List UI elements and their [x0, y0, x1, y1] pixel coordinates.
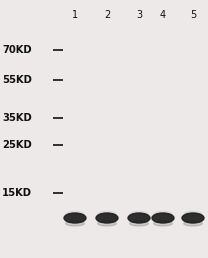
- Ellipse shape: [130, 221, 148, 226]
- Text: 55KD: 55KD: [2, 75, 32, 85]
- Text: 3: 3: [136, 10, 142, 20]
- Ellipse shape: [98, 211, 116, 216]
- Ellipse shape: [154, 211, 172, 216]
- Ellipse shape: [182, 213, 204, 223]
- Ellipse shape: [184, 211, 202, 216]
- Text: 2: 2: [104, 10, 110, 20]
- Ellipse shape: [128, 213, 150, 223]
- Ellipse shape: [64, 213, 86, 223]
- Text: 1: 1: [72, 10, 78, 20]
- Text: 70KD: 70KD: [2, 45, 32, 55]
- Text: 5: 5: [190, 10, 196, 20]
- Ellipse shape: [66, 211, 84, 216]
- Ellipse shape: [66, 221, 84, 226]
- Text: 4: 4: [160, 10, 166, 20]
- Ellipse shape: [98, 221, 116, 226]
- Text: 35KD: 35KD: [2, 113, 32, 123]
- Text: 15KD: 15KD: [2, 188, 32, 198]
- Text: 25KD: 25KD: [2, 140, 32, 150]
- Ellipse shape: [154, 221, 172, 226]
- Ellipse shape: [96, 213, 118, 223]
- Ellipse shape: [130, 211, 148, 216]
- Ellipse shape: [184, 221, 202, 226]
- Ellipse shape: [152, 213, 174, 223]
